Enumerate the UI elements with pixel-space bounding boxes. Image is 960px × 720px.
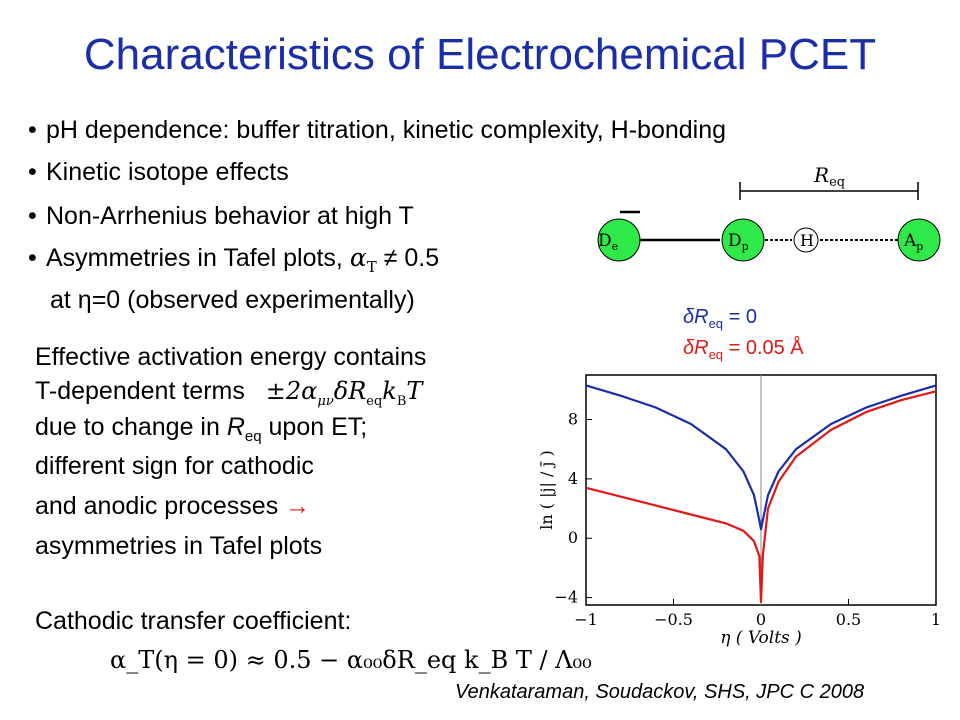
x-tick-label: 0.5 bbox=[836, 610, 861, 629]
bullet-dot: • bbox=[28, 202, 37, 230]
citation: Venkataraman, Soudackov, SHS, JPC C 2008 bbox=[455, 681, 865, 703]
bullet-text: Non-Arrhenius behavior at high T bbox=[46, 202, 414, 230]
de-label: De bbox=[598, 231, 618, 253]
y-axis-label: ln ( |j| / j̄ ) bbox=[537, 450, 556, 529]
bullet-non-arrhenius: • Non-Arrhenius behavior at high T bbox=[28, 202, 414, 231]
pcet-diagram: Req De Dp H Ap bbox=[597, 163, 941, 262]
y-tick-label: −4 bbox=[554, 588, 578, 607]
transfer-coefficient-formula: α_T(η = 0) ≈ 0.5 − α₀₀δR_eq k_B T / Λ₀₀ bbox=[110, 646, 592, 674]
de-node bbox=[597, 218, 641, 262]
dp-label: Dp bbox=[728, 231, 749, 253]
bullet-text: pH dependence: buffer titration, kinetic… bbox=[46, 116, 727, 144]
bullet-text: Kinetic isotope effects bbox=[46, 158, 289, 186]
bullet-kinetic-isotope: • Kinetic isotope effects bbox=[28, 158, 289, 187]
bullet-tafel-continuation: at η=0 (observed experimentally) bbox=[50, 286, 415, 314]
y-tick-label: 0 bbox=[568, 528, 578, 547]
req-label: Req bbox=[813, 163, 845, 190]
para-line-6: asymmetries in Tafel plots bbox=[35, 532, 323, 560]
x-tick-label: 0 bbox=[756, 610, 766, 629]
y-tick-label: 8 bbox=[568, 410, 578, 429]
ap-label: Ap bbox=[903, 231, 923, 253]
not-equal-text: ≠ 0.5 bbox=[376, 244, 440, 272]
bullet-ph-dependence: • pH dependence: buffer titration, kineti… bbox=[28, 116, 726, 145]
para-line-4: different sign for cathodic bbox=[35, 452, 314, 480]
legend-red: δReq = 0.05 Å bbox=[683, 337, 804, 362]
series-line-red bbox=[585, 390, 937, 604]
bullet-text: Asymmetries in Tafel plots, bbox=[46, 244, 343, 272]
x-tick-label: −0.5 bbox=[654, 610, 693, 629]
slide-title: Characteristics of Electrochemical PCET bbox=[83, 30, 877, 79]
h-node bbox=[793, 227, 819, 253]
para-line-7: Cathodic transfer coefficient: bbox=[35, 607, 352, 635]
activation-formula: ±2αμνδReqkBT bbox=[265, 377, 423, 409]
arrow-icon: → bbox=[285, 492, 311, 520]
bullet-dot: • bbox=[28, 158, 37, 186]
para-line-3: due to change in Req upon ET; bbox=[35, 413, 368, 445]
para-line-5: and anodic processes → bbox=[35, 492, 311, 520]
alpha-t-symbol: αT bbox=[349, 243, 377, 276]
dp-node bbox=[721, 218, 765, 262]
x-axis-label: η ( Volts ) bbox=[720, 628, 802, 648]
para-line-1: Effective activation energy contains bbox=[35, 343, 427, 371]
legend-blue: δReq = 0 bbox=[683, 306, 757, 331]
bullet-dot: • bbox=[28, 116, 37, 144]
bullet-tafel-asymmetry: • Asymmetries in Tafel plots, αT ≠ 0.5 bbox=[28, 243, 439, 276]
h-label: H bbox=[800, 231, 814, 250]
ap-node bbox=[897, 218, 941, 262]
y-tick-label: 4 bbox=[568, 469, 578, 488]
bullet-dot: • bbox=[28, 244, 37, 272]
x-tick-label: −1 bbox=[574, 610, 598, 629]
x-tick-label: 1 bbox=[931, 610, 941, 629]
series-line-blue bbox=[585, 384, 937, 531]
tafel-plot: −1 −0.5 0 0.5 1 −4 0 4 8 η ( Volts ) ln ( |j| / … bbox=[537, 374, 941, 648]
para-line-2: T-dependent terms ±2αμνδReqkBT bbox=[35, 377, 423, 409]
